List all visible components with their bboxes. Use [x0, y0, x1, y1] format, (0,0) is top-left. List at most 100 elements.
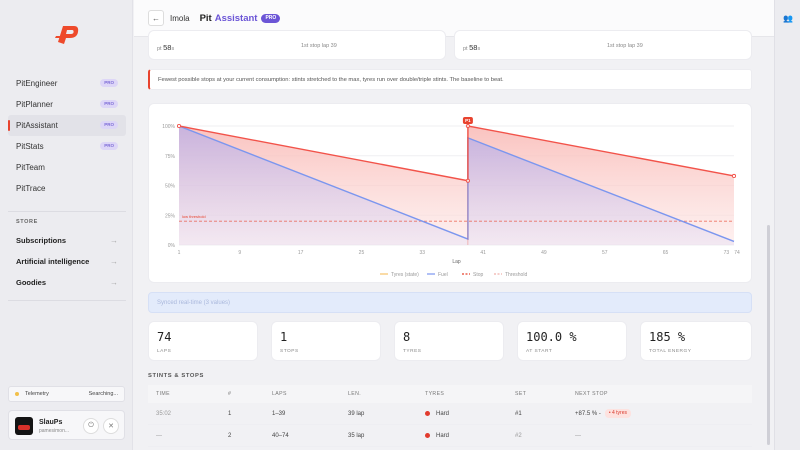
- strategy-card[interactable]: pt 58s 1st stop lap 39: [148, 30, 446, 60]
- store-item-artificial-intelligence[interactable]: Artificial intelligence →: [8, 251, 126, 272]
- col-number: #: [228, 391, 232, 397]
- stop-marker-badge: [462, 117, 473, 124]
- telemetry-label: Telemetry: [25, 391, 49, 397]
- cell-length: 39 lap: [348, 410, 365, 417]
- nav-item-pittrace[interactable]: PitTrace: [8, 178, 126, 199]
- store-item-goodies[interactable]: Goodies →: [8, 272, 126, 293]
- tyre-compound-icon: [425, 433, 430, 438]
- stat-stops: 1 STOPS: [271, 321, 381, 361]
- pro-badge: PRO: [100, 142, 118, 150]
- x-tick-label: 1: [178, 250, 181, 256]
- user-subtitle: pamesimon...: [39, 428, 70, 434]
- users-icon[interactable]: 👥: [783, 14, 793, 23]
- nav-item-label: PitTrace: [16, 184, 46, 193]
- stat-value: 185 %: [649, 330, 686, 344]
- arrow-right-icon: →: [110, 236, 118, 245]
- store-item-label: Artificial intelligence: [16, 257, 90, 266]
- time-prefix: pt: [157, 46, 162, 52]
- col-tyres: TYRES: [425, 391, 445, 397]
- x-tick-label: 25: [359, 250, 365, 256]
- legend-label: Stop: [473, 272, 484, 278]
- stat-total-energy: 185 % TOTAL ENERGY: [640, 321, 752, 361]
- x-tick-label: 49: [541, 250, 547, 256]
- x-tick-label: 33: [420, 250, 426, 256]
- strategy-note: Fewest possible stops at your current co…: [148, 69, 752, 90]
- col-next-stop: NEXT STOP: [575, 391, 608, 397]
- tyre-change-badge: • 4 tyres: [604, 409, 632, 418]
- divider: [8, 300, 126, 301]
- arrow-left-icon: ←: [152, 13, 160, 23]
- telemetry-status[interactable]: Telemetry Searching...: [8, 386, 125, 402]
- page-title-pit: Pit: [199, 12, 212, 24]
- legend-label: Fuel: [438, 272, 448, 278]
- tyre-change-text: 4 tyres: [612, 410, 628, 416]
- stat-label: TOTAL ENERGY: [649, 349, 692, 354]
- stat-at-start: 100.0 % AT START: [517, 321, 627, 361]
- cell-set: #2: [515, 432, 522, 439]
- strategy-time: pt 58s: [157, 43, 174, 52]
- col-time: TIME: [156, 391, 170, 397]
- nav-item-label: PitPlanner: [16, 100, 53, 109]
- sync-info-text: Synced real-time (3 values): [157, 299, 231, 306]
- pitwall-logo-icon[interactable]: [54, 22, 80, 48]
- x-tick-label: 65: [663, 250, 669, 256]
- stat-label: AT START: [526, 349, 553, 354]
- sync-info-bar: Synced real-time (3 values): [148, 292, 752, 313]
- back-button[interactable]: ←: [148, 10, 164, 26]
- strategy-first-stop: 1st stop lap 39: [301, 43, 337, 49]
- table-row[interactable]: 35:02 1 1–39 39 lap Hard #1 +87.5 % - • 4…: [148, 403, 752, 425]
- avatar[interactable]: [15, 417, 33, 435]
- page-title-assistant: Assistant: [214, 12, 258, 24]
- store-item-label: Subscriptions: [16, 236, 67, 245]
- stop-marker-label: P1: [465, 118, 471, 123]
- nav-item-pitassistant[interactable]: PitAssistant PRO: [8, 115, 126, 136]
- status-dot-icon: [15, 392, 19, 396]
- legend-label: Threshold: [505, 272, 527, 278]
- nav-item-pitstats[interactable]: PitStats PRO: [8, 136, 126, 157]
- y-tick-label: 100%: [162, 124, 175, 130]
- stat-value: 1: [280, 330, 288, 344]
- scrollbar[interactable]: [767, 225, 770, 445]
- close-button[interactable]: ✕: [103, 418, 119, 434]
- y-tick-label: 0%: [168, 243, 176, 249]
- nav-item-pitteam[interactable]: PitTeam: [8, 157, 126, 178]
- nav-item-label: PitTeam: [16, 163, 45, 172]
- nav-item-pitplanner[interactable]: PitPlanner PRO: [8, 94, 126, 115]
- store-heading: STORE: [16, 219, 38, 225]
- x-tick-label: 41: [480, 250, 486, 256]
- stat-tyres: 8 TYRES: [394, 321, 504, 361]
- nav-item-label: PitStats: [16, 142, 44, 151]
- nav-item-pitengineer[interactable]: PitEngineer PRO: [8, 73, 126, 94]
- stints-heading: STINTS & STOPS: [148, 373, 204, 379]
- stat-value: 100.0 %: [526, 330, 577, 344]
- table-header: TIME # LAPS LEN. TYRES SET NEXT STOP: [148, 385, 752, 403]
- strategy-note-text: Fewest possible stops at your current co…: [158, 76, 504, 83]
- x-tick-label: 74: [734, 250, 740, 256]
- arrow-right-icon: →: [110, 257, 118, 266]
- table-row[interactable]: — 2 40–74 35 lap Hard #2 —: [148, 425, 752, 447]
- strategy-card[interactable]: pt 58s 1st stop lap 39: [454, 30, 752, 60]
- stint-chart: 100% 75% 50% 25% 0% low threshold P1 1 9 17 25 33 41…: [148, 103, 752, 283]
- pro-badge: PRO: [100, 121, 118, 129]
- nav-item-label: PitAssistant: [16, 121, 58, 130]
- user-name: SlauPs: [39, 419, 63, 426]
- power-button[interactable]: ⏻: [83, 418, 99, 434]
- divider: [8, 211, 126, 212]
- pro-badge: PRO: [100, 79, 118, 87]
- fuel-area-stint-1: [179, 126, 468, 245]
- tyres-point: [731, 173, 737, 179]
- cell-time: —: [156, 432, 162, 439]
- main-nav: PitEngineer PRO PitPlanner PRO PitAssist…: [8, 73, 126, 199]
- col-set: SET: [515, 391, 527, 397]
- cell-number: 2: [228, 432, 232, 439]
- tyres-point: [176, 123, 182, 129]
- cell-laps: 40–74: [272, 432, 289, 439]
- cell-next-stop: +87.5 % - • 4 tyres: [575, 403, 632, 424]
- y-tick-label: 25%: [165, 213, 176, 219]
- stat-laps: 74 LAPS: [148, 321, 258, 361]
- store-item-subscriptions[interactable]: Subscriptions →: [8, 230, 126, 251]
- x-axis-label: Lap: [452, 259, 461, 265]
- stints-table: TIME # LAPS LEN. TYRES SET NEXT STOP 35:…: [148, 385, 752, 447]
- cell-set: #1: [515, 410, 522, 417]
- track-name: Imola: [170, 13, 190, 23]
